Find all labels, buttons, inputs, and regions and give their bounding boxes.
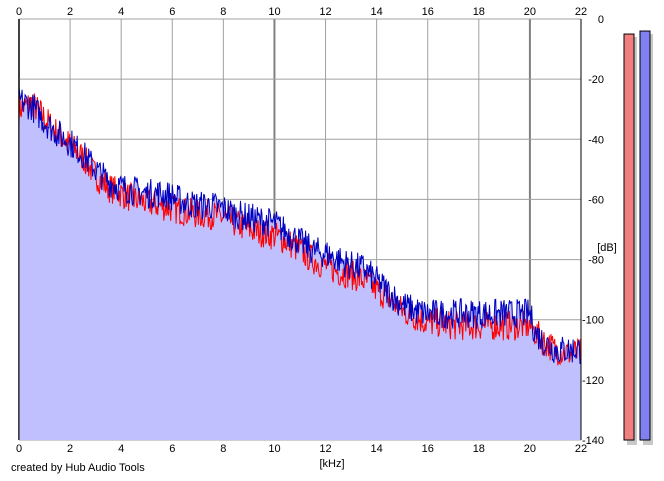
- x-tick-label-top: 22: [575, 6, 587, 18]
- x-tick-label-top: 12: [319, 6, 331, 18]
- y-tick-label: -40: [588, 134, 604, 146]
- x-tick-label-bottom: 16: [422, 443, 434, 455]
- x-tick-label-bottom: 6: [169, 443, 175, 455]
- series-line-left: [18, 93, 582, 366]
- x-tick-label-top: 2: [67, 6, 73, 18]
- x-tick-label-top: 8: [220, 6, 226, 18]
- y-axis-label: [dB]: [597, 242, 617, 254]
- footer-credit: created by Hub Audio Tools: [11, 462, 145, 474]
- meter-left: [623, 33, 635, 441]
- x-tick-label-top: 18: [473, 6, 485, 18]
- x-tick-label-bottom: 20: [524, 443, 536, 455]
- x-tick-label-bottom: 10: [268, 443, 280, 455]
- series-lines: [18, 87, 582, 366]
- level-meters: [623, 30, 653, 446]
- x-tick-label-top: 20: [524, 6, 536, 18]
- spectrum-fill: [19, 87, 581, 440]
- x-tick-label-bottom: 22: [575, 443, 587, 455]
- y-tick-label: -140: [582, 435, 604, 447]
- series-line-right: [18, 87, 582, 364]
- y-tick-label: -20: [588, 74, 604, 86]
- meter-right: [639, 30, 651, 441]
- y-tick-label: -60: [588, 194, 604, 206]
- x-tick-label-bottom: 12: [319, 443, 331, 455]
- x-tick-label-top: 4: [118, 6, 124, 18]
- x-tick-label-top: 16: [422, 6, 434, 18]
- x-axis-label: [kHz]: [319, 458, 344, 470]
- x-tick-label-top: 6: [169, 6, 175, 18]
- x-tick-label-top: 0: [16, 6, 22, 18]
- y-tick-label: -120: [582, 375, 604, 387]
- x-tick-label-bottom: 18: [473, 443, 485, 455]
- x-tick-label-bottom: 14: [371, 443, 383, 455]
- x-tick-label-top: 10: [268, 6, 280, 18]
- axes: 002244668810101212141416161818202022220-…: [16, 6, 604, 455]
- y-tick-label: 0: [598, 14, 604, 26]
- x-tick-label-bottom: 0: [16, 443, 22, 455]
- y-tick-label: -100: [582, 315, 604, 327]
- x-tick-label-bottom: 4: [118, 443, 124, 455]
- x-tick-label-top: 14: [371, 6, 383, 18]
- x-tick-label-bottom: 8: [220, 443, 226, 455]
- x-tick-label-bottom: 2: [67, 443, 73, 455]
- y-tick-label: -80: [588, 255, 604, 267]
